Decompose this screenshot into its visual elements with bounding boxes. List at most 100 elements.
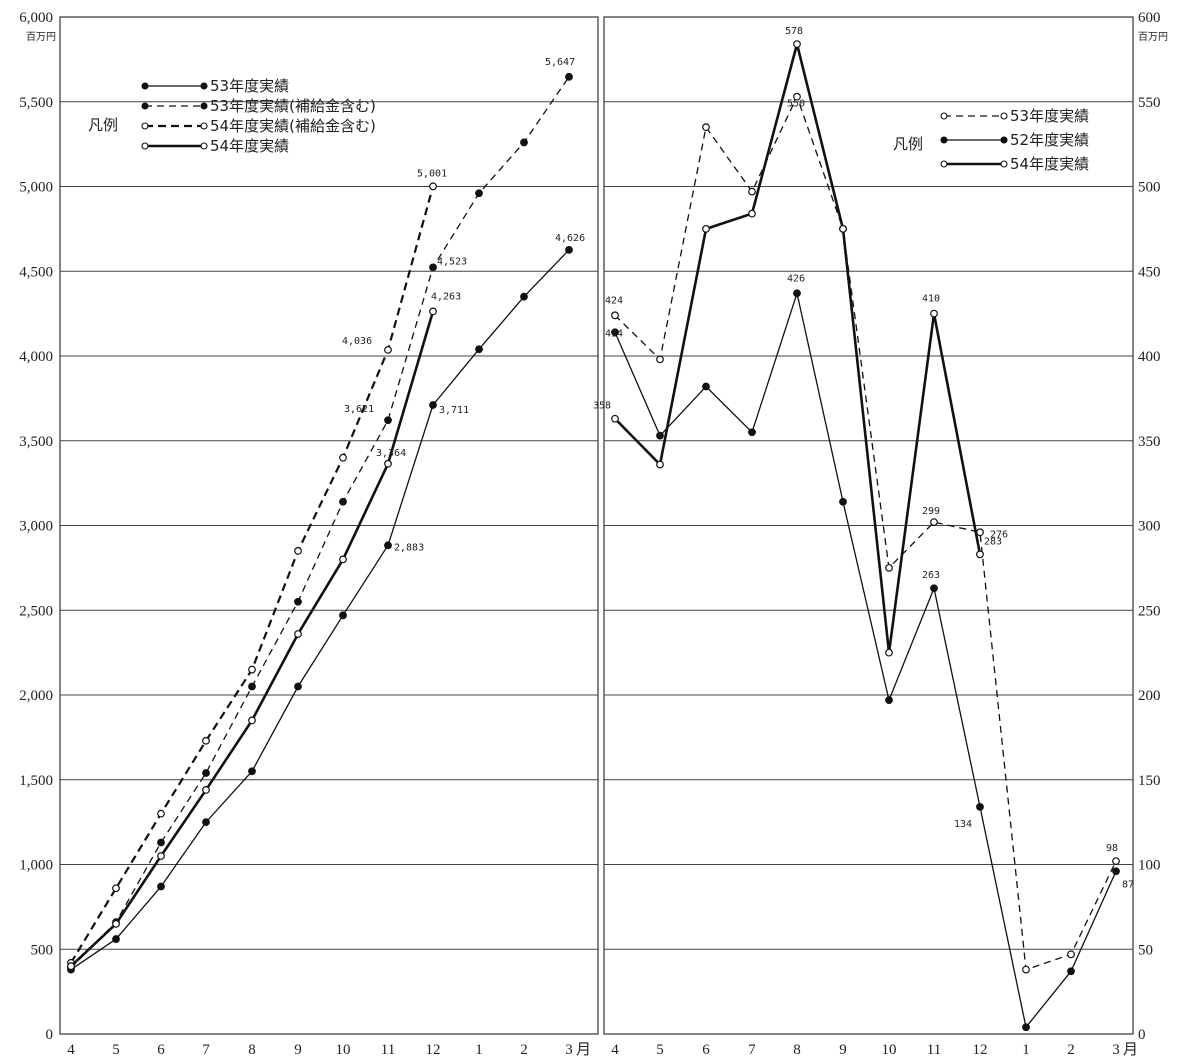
y-tick-label: 0 — [46, 1027, 54, 1043]
data-point — [384, 541, 392, 550]
data-point — [294, 547, 302, 555]
data-point — [656, 355, 664, 364]
data-point — [885, 563, 893, 572]
x-tick-label: 6 — [157, 1042, 165, 1058]
x-month-suffix: 月 — [576, 1042, 591, 1058]
data-point — [930, 309, 938, 318]
data-point — [294, 682, 302, 691]
x-tick-label: 4 — [611, 1042, 619, 1058]
data-point — [702, 224, 710, 233]
data-label: 578 — [785, 26, 803, 37]
data-point — [112, 935, 120, 943]
data-point — [339, 555, 347, 564]
x-tick-label: 6 — [702, 1042, 710, 1058]
data-label: 276 — [990, 529, 1008, 540]
data-point — [112, 919, 120, 928]
x-tick-label: 9 — [839, 1042, 847, 1058]
data-point — [885, 696, 893, 704]
data-point — [839, 497, 847, 506]
data-point — [429, 263, 437, 272]
y-tick-label: 1,000 — [19, 858, 53, 874]
data-point — [475, 189, 483, 198]
y-tick-label: 500 — [1138, 180, 1161, 196]
data-point — [157, 809, 165, 818]
legend-marker — [1000, 160, 1008, 168]
series-line-1 — [70, 76, 570, 969]
legend-marker — [1000, 112, 1008, 120]
data-point — [930, 518, 938, 527]
data-point — [976, 528, 984, 537]
data-point — [793, 92, 801, 101]
data-point — [248, 716, 256, 725]
data-point — [520, 138, 528, 147]
data-label: 414 — [605, 328, 623, 339]
y-tick-label: 2,000 — [19, 688, 53, 704]
legend-marker — [200, 122, 208, 130]
data-label: 5,647 — [545, 57, 575, 68]
data-point — [294, 630, 302, 638]
data-point — [1067, 967, 1075, 976]
data-point — [565, 245, 573, 254]
data-point — [157, 838, 165, 847]
data-point — [611, 414, 619, 423]
x-tick-label: 4 — [67, 1042, 75, 1058]
data-point — [339, 497, 347, 506]
y-tick-label: 250 — [1138, 603, 1161, 619]
y-tick-label: 550 — [1138, 95, 1161, 111]
data-point — [248, 665, 256, 674]
data-point — [656, 431, 664, 440]
y-tick-label: 150 — [1138, 773, 1161, 789]
legend-marker — [141, 82, 149, 90]
data-point — [839, 224, 847, 233]
right-chart-panel: 0 50 100 150 200 250 300 350 400 450 500 550 600 百万円 4… — [593, 10, 1168, 1058]
x-tick-label: 8 — [793, 1042, 801, 1058]
y-tick-label: 6,000 — [19, 10, 53, 26]
legend-title: 凡例 — [893, 135, 923, 153]
y-tick-label: 400 — [1138, 349, 1161, 365]
y-tick-label: 4,500 — [19, 264, 53, 280]
data-point — [611, 311, 619, 320]
data-point — [429, 307, 437, 316]
y-tick-label: 50 — [1138, 942, 1153, 958]
y-tick-label: 2,500 — [19, 603, 53, 619]
y-tick-label: 350 — [1138, 434, 1161, 450]
data-point — [748, 187, 756, 196]
legend-label: 53年度実績 — [1010, 107, 1089, 125]
legend-label: 53年度実績 — [210, 77, 289, 95]
left-chart-panel: 0 500 1,000 1,500 2,000 2,500 3,000 3,500 4,000 4… — [19, 10, 599, 1058]
data-point — [1112, 867, 1120, 876]
x-tick-label: 11 — [927, 1042, 941, 1058]
y-tick-label: 0 — [1138, 1027, 1146, 1043]
data-label: 3,711 — [439, 405, 469, 416]
data-point — [748, 428, 756, 437]
y-tick-label: 600 — [1138, 10, 1161, 26]
x-tick-label: 12 — [973, 1042, 988, 1058]
data-label: 4,523 — [437, 256, 467, 267]
data-label: 263 — [922, 570, 940, 581]
x-tick-label: 3 — [565, 1042, 573, 1058]
data-point — [384, 416, 392, 425]
data-point — [202, 769, 210, 777]
data-point — [1022, 965, 1030, 974]
y-tick-label: 5,500 — [19, 95, 53, 111]
data-point — [339, 453, 347, 462]
x-tick-label: 2 — [1067, 1042, 1075, 1058]
data-point — [475, 345, 483, 354]
data-point — [157, 882, 165, 891]
y-tick-label: 100 — [1138, 858, 1161, 874]
legend-marker — [940, 112, 948, 120]
data-point — [748, 209, 756, 218]
data-point — [202, 736, 210, 745]
data-point — [429, 401, 437, 409]
y-tick-label: 200 — [1138, 688, 1161, 704]
x-tick-label: 5 — [656, 1042, 664, 1058]
data-point — [885, 648, 893, 657]
series-line-0 — [70, 249, 570, 971]
x-tick-label: 7 — [748, 1042, 756, 1058]
data-label: 4,036 — [342, 336, 372, 347]
data-label: 426 — [787, 273, 805, 284]
y-unit-label: 百万円 — [1138, 31, 1168, 43]
data-point — [702, 123, 710, 132]
data-point — [157, 852, 165, 860]
data-point — [202, 818, 210, 827]
